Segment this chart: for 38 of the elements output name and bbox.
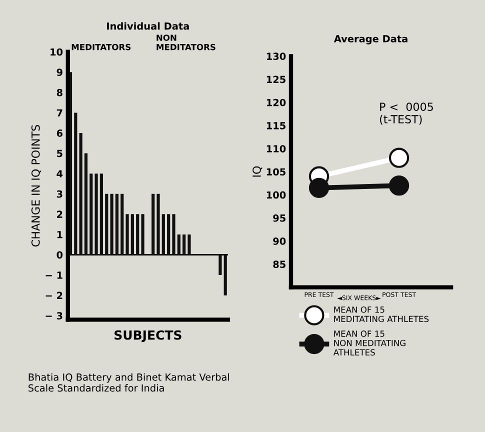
y-tick-label: 1	[57, 231, 62, 238]
y-axis-title: IQ	[252, 166, 262, 177]
text: Bhatia IQ Battery and Binet Kamat Verbal Scale Standardized for India	[28, 373, 230, 392]
annotation: P < 0005 (t-TEST)	[380, 102, 433, 125]
y-tick-label: − 1	[46, 272, 62, 279]
y-tick-label: 115	[266, 122, 286, 130]
point	[308, 178, 330, 198]
text: NON MEDITATORS	[156, 34, 216, 50]
point	[388, 148, 410, 168]
y-tick-label: 100	[266, 191, 286, 199]
y-tick-label: 85	[273, 260, 286, 268]
y-tick-label: 2	[57, 210, 62, 218]
y-tick-label: − 2	[46, 292, 62, 300]
y-tick-label: 5	[57, 150, 62, 158]
y-axis-title: CHANGE IN IQ POINTS	[31, 125, 42, 247]
y-tick-label: 6	[56, 129, 63, 137]
point	[388, 176, 410, 196]
y-tick-label: 125	[266, 76, 286, 84]
y-tick-label: 4	[56, 170, 63, 178]
y-tick-label: 8	[56, 88, 62, 96]
legend-label: MEAN OF 15 NON MEDITATING ATHLETES	[333, 330, 406, 356]
y-tick-label: 9	[56, 68, 62, 76]
text: MEDITATORS	[72, 44, 131, 50]
chart-title: Average Data	[334, 35, 408, 44]
y-tick-label: 110	[266, 145, 286, 152]
legend-label: MEAN OF 15 MEDITATING ATHLETES	[334, 306, 429, 322]
y-tick-label: 7	[56, 109, 62, 116]
y-tick-label: 0	[56, 251, 63, 259]
y-tick-label: 3	[56, 190, 62, 198]
y-tick-label: 10	[50, 48, 63, 56]
chart-title: Individual Data	[107, 22, 189, 30]
y-tick-label: − 3	[46, 312, 62, 320]
y-tick-label: 105	[266, 168, 286, 176]
x-axis-title: SUBJECTS	[114, 330, 182, 342]
y-tick-label: 130	[266, 52, 286, 60]
y-tick-label: 90	[273, 238, 286, 245]
y-tick-label: 120	[266, 98, 286, 106]
y-tick-label: 95	[273, 214, 286, 222]
